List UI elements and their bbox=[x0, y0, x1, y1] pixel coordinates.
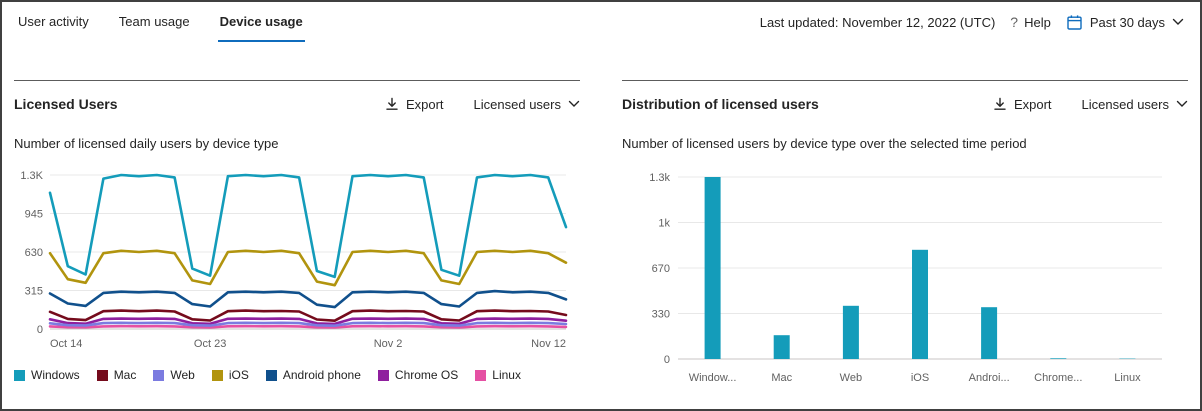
topbar: User activity Team usage Device usage La… bbox=[2, 2, 1200, 42]
date-range-dropdown[interactable]: Past 30 days bbox=[1066, 14, 1184, 31]
distribution-panel: Distribution of licensed users Export Li… bbox=[622, 80, 1188, 389]
metric-dropdown[interactable]: Licensed users bbox=[474, 97, 580, 112]
last-updated-text: Last updated: November 12, 2022 (UTC) bbox=[759, 14, 996, 30]
licensed-users-header: Licensed Users Export Licensed users bbox=[14, 96, 580, 112]
report-tabs: User activity Team usage Device usage bbox=[16, 2, 305, 42]
download-icon bbox=[993, 97, 1007, 111]
x-tick-label: Oct 14 bbox=[50, 338, 82, 350]
line-series-android-phone bbox=[48, 289, 568, 309]
legend-label: Android phone bbox=[282, 368, 361, 382]
legend-item-ios[interactable]: iOS bbox=[211, 368, 249, 382]
y-tick-label: 0 bbox=[664, 354, 670, 366]
x-tick-label: Oct 23 bbox=[194, 338, 226, 350]
help-icon: ? bbox=[1010, 14, 1019, 30]
export-label: Export bbox=[405, 96, 444, 112]
legend-swatch bbox=[211, 369, 223, 381]
bar-mac bbox=[773, 335, 790, 359]
legend-item-mac[interactable]: Mac bbox=[96, 368, 137, 382]
legend-swatch bbox=[377, 369, 389, 381]
line-series-chrome-os bbox=[48, 317, 568, 326]
bar-ios bbox=[912, 249, 928, 359]
report-panels: Licensed Users Export Licensed users bbox=[2, 80, 1200, 389]
legend-swatch bbox=[153, 369, 165, 381]
x-tick-label: Linux bbox=[1114, 372, 1141, 384]
calendar-icon bbox=[1066, 14, 1083, 31]
x-tick-label: Nov 12 bbox=[531, 338, 566, 350]
metric-dropdown[interactable]: Licensed users bbox=[1082, 97, 1188, 112]
y-tick-label: 1.3k bbox=[649, 172, 670, 184]
legend-swatch bbox=[96, 369, 108, 381]
x-tick-label: iOS bbox=[911, 372, 929, 384]
chevron-down-icon bbox=[1176, 100, 1188, 108]
line-series-mac bbox=[48, 309, 568, 322]
export-label: Export bbox=[1013, 96, 1052, 112]
distribution-header: Distribution of licensed users Export Li… bbox=[622, 96, 1188, 112]
y-tick-label: 1k bbox=[658, 218, 670, 230]
line-series-linux bbox=[48, 324, 568, 329]
bar-chrome-os bbox=[1050, 358, 1067, 359]
topbar-right: Last updated: November 12, 2022 (UTC) ? … bbox=[760, 2, 1184, 42]
legend-swatch bbox=[475, 369, 487, 381]
chart-subtitle: Number of licensed daily users by device… bbox=[14, 136, 279, 151]
line-series-web bbox=[48, 321, 568, 327]
licensed-users-panel: Licensed Users Export Licensed users bbox=[14, 80, 580, 389]
x-tick-label: Nov 2 bbox=[374, 338, 403, 350]
legend-item-web[interactable]: Web bbox=[153, 368, 195, 382]
y-tick-label: 1.3K bbox=[20, 170, 43, 182]
export-button[interactable]: Export bbox=[385, 97, 444, 112]
tab-user-activity[interactable]: User activity bbox=[18, 13, 89, 29]
legend-swatch bbox=[14, 369, 25, 381]
x-tick-label: Web bbox=[840, 372, 862, 384]
chevron-down-icon bbox=[568, 100, 580, 108]
y-tick-label: 0 bbox=[37, 324, 43, 336]
line-chart-svg[interactable]: 0 315 630 945 1.3K Oct 14 Oct 23 Nov 2 Nov 12 bbox=[14, 167, 574, 363]
help-button[interactable]: ? Help bbox=[1010, 14, 1051, 30]
legend-label: Chrome OS bbox=[394, 368, 459, 382]
legend-item-windows[interactable]: Windows bbox=[14, 368, 80, 382]
legend-item-linux[interactable]: Linux bbox=[475, 368, 521, 382]
y-tick-label: 315 bbox=[25, 286, 43, 298]
date-range-label: Past 30 days bbox=[1089, 14, 1165, 30]
bar-windows bbox=[704, 177, 721, 359]
legend-label: Web bbox=[170, 368, 195, 382]
y-tick-label: 330 bbox=[652, 309, 670, 321]
line-chart-legend: Windows Mac Web iOS Android phone Chrome OS Li… bbox=[14, 368, 580, 382]
x-tick-label: Window... bbox=[689, 372, 737, 384]
tab-device-usage[interactable]: Device usage bbox=[217, 2, 305, 42]
chart-subtitle: Number of licensed users by device type … bbox=[622, 136, 1027, 151]
line-series-windows bbox=[48, 173, 568, 279]
metric-dropdown-label: Licensed users bbox=[1081, 96, 1169, 112]
panel-title: Licensed Users bbox=[14, 96, 118, 112]
y-tick-label: 670 bbox=[652, 263, 670, 275]
help-label: Help bbox=[1024, 14, 1051, 30]
panel-controls: Export Licensed users bbox=[993, 97, 1188, 112]
bar-web bbox=[842, 305, 859, 359]
tab-team-usage[interactable]: Team usage bbox=[118, 13, 190, 29]
legend-label: Linux bbox=[492, 368, 521, 382]
chevron-down-icon bbox=[1172, 18, 1184, 26]
x-tick-label: Androi... bbox=[969, 372, 1010, 384]
line-series-ios bbox=[48, 249, 568, 287]
download-icon bbox=[385, 97, 399, 111]
legend-item-android-phone[interactable]: Android phone bbox=[265, 368, 361, 382]
metric-dropdown-label: Licensed users bbox=[473, 96, 561, 112]
x-tick-label: Mac bbox=[771, 372, 792, 384]
y-tick-label: 945 bbox=[25, 209, 43, 221]
panel-controls: Export Licensed users bbox=[385, 97, 580, 112]
legend-swatch bbox=[265, 369, 277, 381]
legend-label: Mac bbox=[113, 368, 137, 382]
y-tick-label: 630 bbox=[25, 247, 43, 259]
legend-label: Windows bbox=[31, 368, 80, 382]
bar-chart-svg[interactable]: 0 330 670 1k 1.3k Window... Mac Web iOS Androi...… bbox=[622, 167, 1182, 389]
legend-label: iOS bbox=[228, 368, 249, 382]
x-tick-label: Chrome... bbox=[1034, 372, 1082, 384]
bar-android-phone bbox=[981, 307, 998, 359]
panel-title: Distribution of licensed users bbox=[622, 96, 819, 112]
export-button[interactable]: Export bbox=[993, 97, 1052, 112]
legend-item-chrome-os[interactable]: Chrome OS bbox=[377, 368, 459, 382]
